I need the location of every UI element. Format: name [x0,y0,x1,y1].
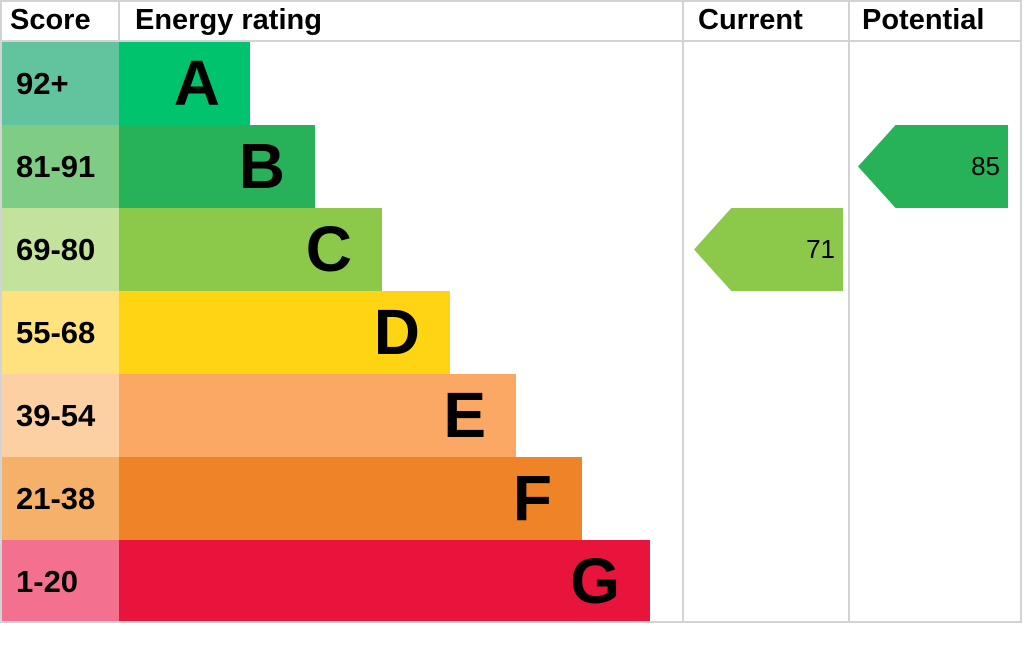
band-letter: D [373,296,420,368]
band-score-range: 39-54 [2,374,119,457]
epc-band-row-d: 55-68 D [2,291,1022,374]
header-potential: Potential [862,4,985,36]
band-score-range: 21-38 [2,457,119,540]
divider-bottom [0,621,1022,623]
epc-band-row-a: 92+ A [2,42,1022,125]
epc-band-row-f: 21-38 F [2,457,1022,540]
divider-current-column [682,0,684,623]
band-letter: F [512,462,552,534]
divider-score-column [118,0,120,42]
divider-top [0,0,1022,2]
band-letter: B [238,130,285,202]
divider-left [0,0,2,623]
band-bar: G [119,540,650,623]
band-score-range: 1-20 [2,540,119,623]
band-letter: E [443,379,486,451]
epc-band-row-g: 1-20 G [2,540,1022,623]
band-score-range: 55-68 [2,291,119,374]
band-letter: C [305,213,352,285]
band-bar: F [119,457,582,540]
band-bar: B [119,125,315,208]
epc-band-row-b: 81-91 B [2,125,1022,208]
divider-potential-column [848,0,850,623]
epc-band-row-c: 69-80 C [2,208,1022,291]
header-score: Score [10,4,91,36]
epc-band-row-e: 39-54 E [2,374,1022,457]
band-bar: C [119,208,382,291]
divider-header-bottom [0,40,1022,42]
header-current: Current [698,4,803,36]
band-bar: E [119,374,516,457]
band-score-range: 81-91 [2,125,119,208]
band-score-range: 92+ [2,42,119,125]
band-letter: A [173,47,220,119]
current-rating-value: 71 [806,234,835,264]
band-bar: A [119,42,250,125]
potential-rating-value: 85 [971,151,1000,181]
band-score-range: 69-80 [2,208,119,291]
band-bar: D [119,291,450,374]
band-letter: G [570,545,620,617]
header-energy-rating: Energy rating [135,4,322,36]
divider-right [1020,0,1022,623]
